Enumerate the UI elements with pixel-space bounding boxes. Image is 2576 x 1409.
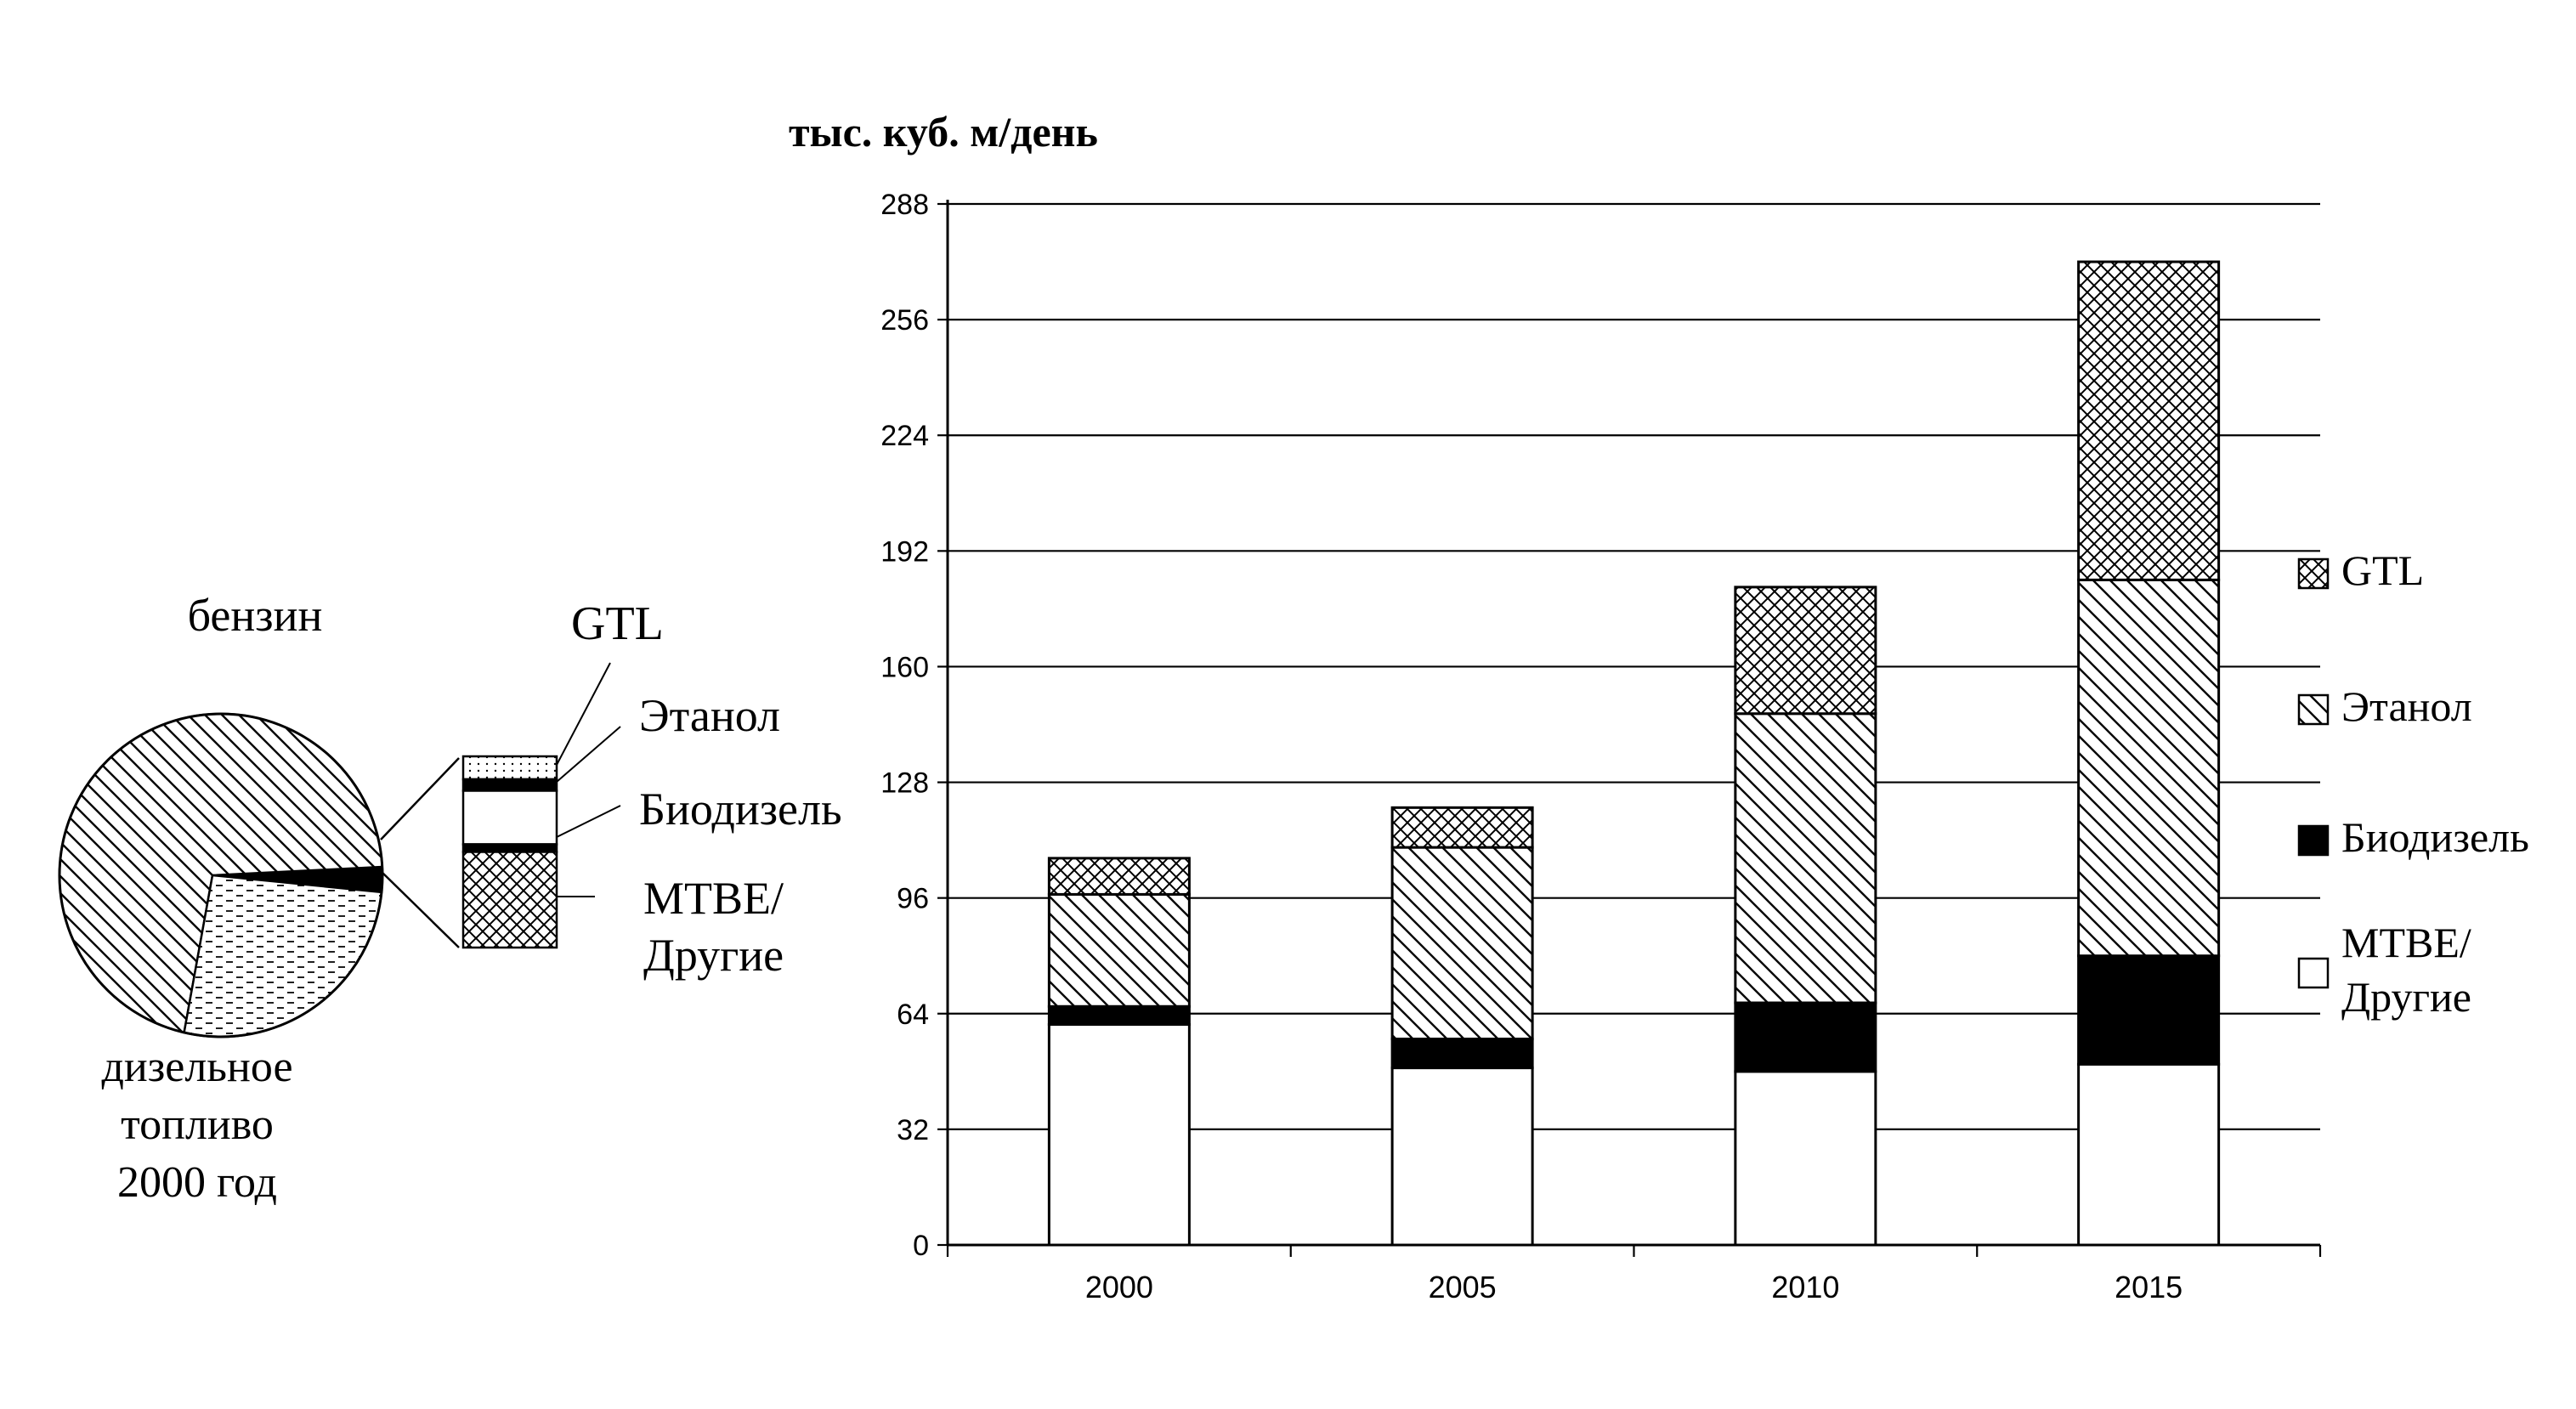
breakout-label-mtbe: MTBE/	[643, 873, 784, 924]
bar-2000-gtl	[1047, 857, 1191, 896]
breakout-segment-2	[461, 789, 558, 846]
leader-biodiesel	[556, 805, 621, 838]
legend-swatch-3	[2297, 957, 2330, 989]
bar-2005-mtbe-другие	[1390, 1067, 1534, 1247]
legend-label-3-0: MTBE/	[2341, 919, 2471, 966]
pie-label-gasoline: бензин	[188, 590, 323, 641]
bar-2010-mtbe-другие	[1734, 1070, 1877, 1247]
pie-caption-line-2: топливо	[121, 1101, 274, 1149]
y-axis-title: тыс. куб. м/день	[789, 108, 1098, 156]
breakout-connector-top	[380, 757, 460, 840]
y-tick-label-32: 32	[897, 1114, 929, 1146]
y-tick-label-224: 224	[880, 420, 929, 452]
y-tick-label-160: 160	[880, 651, 929, 683]
legend-swatch-1	[2297, 693, 2330, 726]
y-tick-label-256: 256	[880, 304, 929, 337]
leader-ethanol	[556, 726, 621, 783]
bar-2010-gtl	[1734, 586, 1877, 716]
breakout-segment-3	[461, 843, 558, 853]
legend-label-1-0: Этанол	[2341, 682, 2472, 730]
breakout-connector-bottom	[380, 870, 460, 948]
breakout-label-others: Другие	[643, 930, 784, 981]
y-tick-label-128: 128	[880, 767, 929, 800]
y-tick-label-0: 0	[913, 1230, 929, 1262]
bar-2010-биодизель	[1734, 1001, 1877, 1073]
pie-slice-1	[183, 874, 383, 1038]
bar-2000-биодизель	[1047, 1004, 1191, 1027]
bar-2010-этанол	[1734, 712, 1877, 1004]
breakout-label-ethanol: Этанол	[639, 690, 780, 741]
bar-2015-этанол	[2077, 578, 2221, 958]
x-tick-label-2010: 2010	[1771, 1270, 1839, 1304]
x-tick-label-2005: 2005	[1429, 1270, 1497, 1304]
breakout-label-gtl: GTL	[571, 597, 664, 650]
bar-2005-биодизель	[1390, 1038, 1534, 1070]
bar-2000-этанол	[1047, 892, 1191, 1008]
bar-2015-gtl	[2077, 260, 2221, 581]
pie-caption-line-1: дизельное	[101, 1043, 292, 1091]
y-tick-label-288: 288	[880, 189, 929, 221]
pie-caption-line-3: 2000 год	[117, 1158, 277, 1207]
bar-2005-этанол	[1390, 846, 1534, 1041]
y-tick-labels: 0 32 64 96 128 160 192 224 256 288	[880, 189, 948, 1262]
legend: GTL Этанол Биодизель MTBE/Другие	[2297, 546, 2529, 1021]
breakout-segment-4	[461, 851, 558, 949]
bar-2000-mtbe-другие	[1047, 1023, 1191, 1247]
y-tick-label-192: 192	[880, 535, 929, 568]
bar-2015-mtbe-другие	[2077, 1062, 2221, 1247]
bar-chart: тыс. куб. м/день 0 32 64 96 128 160 192 224 256 2…	[789, 108, 2529, 1304]
legend-label-3-1: Другие	[2341, 973, 2471, 1021]
pie-slices	[58, 712, 384, 1038]
breakout-label-biodiesel: Биодизель	[639, 784, 842, 835]
x-tick-labels: 2000 2005 2010 2015	[1085, 1270, 2183, 1304]
breakout-stack	[461, 755, 558, 949]
pie-chart: бензин дизельное топливо 2000 год GTL Эт…	[58, 590, 842, 1207]
legend-label-2-0: Биодизель	[2341, 813, 2529, 861]
x-tick-label-2000: 2000	[1085, 1270, 1153, 1304]
leader-gtl	[556, 662, 611, 766]
bar-stacks	[1047, 260, 2221, 1247]
axes	[946, 200, 2322, 1257]
y-tick-label-96: 96	[897, 883, 929, 915]
bar-2005-gtl	[1390, 806, 1534, 849]
pie-outline	[58, 712, 384, 1038]
x-tick-label-2015: 2015	[2115, 1270, 2183, 1304]
legend-swatch-0	[2297, 557, 2330, 590]
legend-label-0-0: GTL	[2341, 546, 2424, 594]
bar-2015-биодизель	[2077, 954, 2221, 1066]
breakout-segment-1	[461, 778, 558, 792]
breakout-segment-0	[461, 755, 558, 781]
legend-swatch-2	[2297, 824, 2330, 857]
y-tick-label-64: 64	[897, 999, 929, 1031]
